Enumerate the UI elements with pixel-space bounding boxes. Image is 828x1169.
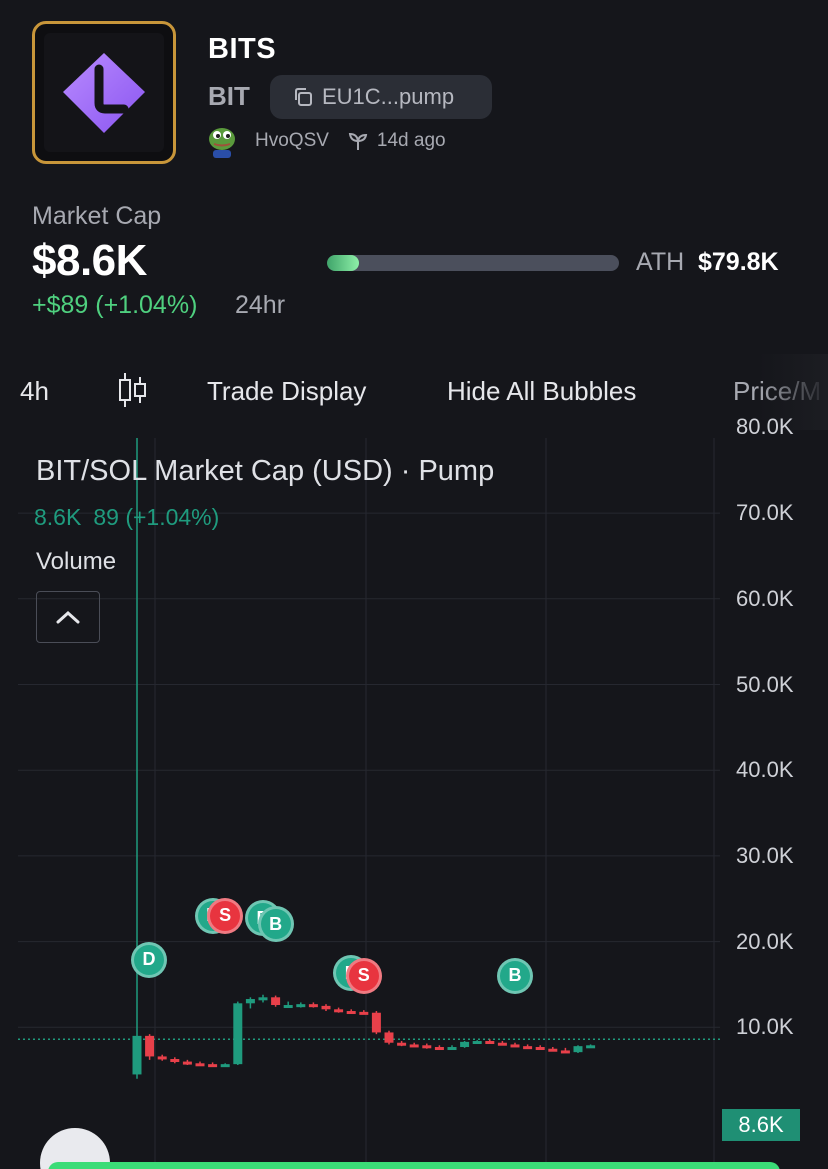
sell-bubble[interactable]: S xyxy=(207,897,244,934)
sprout-icon xyxy=(348,132,368,150)
ath-value: $79.8K xyxy=(698,248,779,276)
candle-body xyxy=(548,1048,558,1052)
dev-bubble[interactable]: D xyxy=(131,941,167,978)
y-axis-tick: 50.0K xyxy=(736,671,794,697)
market-cap-change: +$89 (+1.04%) xyxy=(32,291,198,319)
candle-body xyxy=(371,1012,381,1033)
hide-bubbles-button[interactable]: Hide All Bubbles xyxy=(447,376,637,406)
candle-body xyxy=(586,1045,596,1049)
buy-bubble[interactable]: B xyxy=(257,906,294,943)
current-price-tag: 8.6K xyxy=(722,1109,800,1141)
token-symbol: BIT xyxy=(208,81,250,111)
candle-body xyxy=(560,1050,570,1054)
candle-body xyxy=(208,1064,218,1068)
y-axis-tick: 60.0K xyxy=(736,585,794,611)
candle-body xyxy=(447,1047,457,1051)
candle-body xyxy=(334,1009,344,1013)
y-axis-tick: 70.0K xyxy=(736,500,794,526)
y-axis-tick: 20.0K xyxy=(736,928,794,954)
market-cap-chart[interactable] xyxy=(0,438,828,1169)
trade-display-button[interactable]: Trade Display xyxy=(207,376,367,406)
candle-body xyxy=(397,1042,407,1046)
interval-button[interactable]: 4h xyxy=(20,376,49,406)
candle-body xyxy=(384,1032,394,1043)
creator-name[interactable]: HvoQSV xyxy=(255,130,329,151)
contract-address: EU1C...pump xyxy=(322,84,455,109)
market-cap-label: Market Cap xyxy=(32,202,162,230)
candle-body xyxy=(132,1035,142,1075)
candle-body xyxy=(472,1041,482,1045)
legend-value: 8.6K xyxy=(34,504,82,530)
candle-body xyxy=(296,1004,306,1008)
candle-body xyxy=(523,1046,533,1050)
ath-progress-fill xyxy=(327,255,359,271)
candle-body xyxy=(535,1047,545,1051)
copy-address-button[interactable]: EU1C...pump xyxy=(270,75,492,119)
candle-body xyxy=(271,997,281,1006)
candle-body xyxy=(485,1041,495,1045)
candle-body xyxy=(170,1059,180,1063)
candle-body xyxy=(422,1045,432,1049)
candle-body xyxy=(409,1044,419,1048)
candle-body xyxy=(510,1044,520,1048)
chart-toolbar: 4h Trade Display Hide All Bubbles Price/… xyxy=(0,354,828,430)
candle-body xyxy=(245,999,255,1004)
candle-body xyxy=(220,1064,230,1068)
candle-body xyxy=(157,1056,167,1060)
y-axis-tick: 40.0K xyxy=(736,757,794,783)
candle-body xyxy=(346,1011,356,1015)
candle-body xyxy=(359,1011,369,1015)
candle-body xyxy=(460,1041,470,1048)
candlestick-icon[interactable] xyxy=(116,371,148,409)
buy-bubble[interactable]: B xyxy=(497,957,533,994)
volume-label: Volume xyxy=(36,548,117,575)
sell-bubble[interactable]: S xyxy=(345,957,382,994)
toolbar-fade xyxy=(758,354,828,430)
token-logo[interactable] xyxy=(32,21,176,164)
copy-icon xyxy=(295,88,312,106)
candle-body xyxy=(145,1035,155,1057)
candle-body xyxy=(195,1063,205,1067)
chart-legend: 8.6K 89 (+1.04%) xyxy=(34,504,219,531)
candle-body xyxy=(434,1047,444,1051)
token-logo-icon xyxy=(63,53,145,133)
ath-label: ATH xyxy=(636,248,685,276)
creator-avatar[interactable] xyxy=(207,124,237,158)
token-name: BITS xyxy=(208,33,277,65)
candle-body xyxy=(321,1005,331,1010)
candle-body xyxy=(233,1003,243,1065)
candle-body xyxy=(258,997,268,1001)
chart-title: BIT/SOL Market Cap (USD) · Pump xyxy=(36,455,495,487)
collapse-volume-button[interactable] xyxy=(36,591,100,643)
creator-row: HvoQSV 14d ago xyxy=(207,124,446,158)
change-period: 24hr xyxy=(235,291,286,319)
candle-body xyxy=(497,1042,507,1046)
legend-change: 89 (+1.04%) xyxy=(93,504,220,530)
token-age: 14d ago xyxy=(376,130,446,151)
candle-body xyxy=(283,1005,293,1009)
y-axis-tick: 80.0K xyxy=(736,414,794,440)
chevron-up-icon xyxy=(56,610,80,624)
candle-body xyxy=(308,1004,318,1008)
ath-progress-bar xyxy=(327,255,619,271)
trade-action-bar[interactable] xyxy=(48,1162,780,1169)
y-axis-tick: 30.0K xyxy=(736,842,794,868)
candle-body xyxy=(573,1046,583,1053)
candle-body xyxy=(182,1061,192,1065)
y-axis-tick: 10.0K xyxy=(736,1014,794,1040)
market-cap-value: $8.6K xyxy=(32,236,147,285)
